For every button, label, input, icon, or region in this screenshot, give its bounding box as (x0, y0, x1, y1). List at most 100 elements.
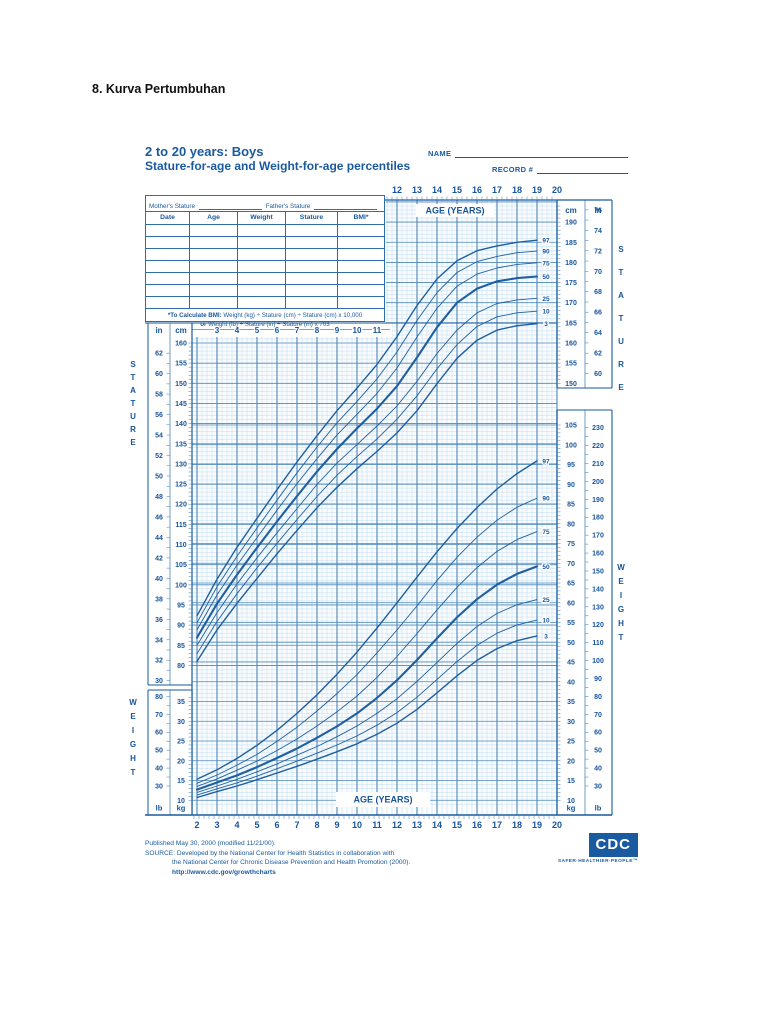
table-empty-cell (146, 261, 189, 272)
svg-text:180: 180 (565, 260, 577, 267)
svg-text:3: 3 (214, 820, 219, 830)
svg-text:25: 25 (567, 739, 575, 746)
table-header-cell: Date (146, 212, 189, 224)
source-line1: SOURCE: Developed by the National Center… (145, 849, 395, 857)
table-empty-cell (338, 273, 384, 284)
svg-text:48: 48 (155, 494, 163, 501)
svg-text:80: 80 (594, 694, 602, 701)
svg-text:H: H (130, 754, 136, 763)
measurement-grid: Date Age Weight Stature BMI* (146, 211, 384, 308)
table-empty-cell (338, 297, 384, 308)
table-empty-cell (146, 225, 189, 236)
source-line2: the National Center for Chronic Disease … (172, 859, 411, 867)
svg-text:180: 180 (592, 515, 604, 522)
svg-text:62: 62 (594, 351, 602, 358)
svg-text:10: 10 (542, 309, 550, 316)
table-empty-cell (338, 237, 384, 248)
table-empty-cell (190, 237, 237, 248)
svg-text:18: 18 (512, 820, 522, 830)
cdc-url: http://www.cdc.gov/growthcharts (172, 868, 276, 876)
svg-text:100: 100 (565, 442, 577, 449)
svg-text:50: 50 (542, 274, 550, 281)
svg-text:35: 35 (567, 699, 575, 706)
svg-text:E: E (130, 712, 136, 721)
svg-text:S: S (618, 245, 624, 254)
svg-text:R: R (618, 360, 624, 369)
svg-text:70: 70 (567, 561, 575, 568)
name-blank-line (455, 148, 628, 158)
svg-text:in: in (594, 206, 601, 215)
svg-text:11: 11 (372, 820, 382, 830)
svg-text:40: 40 (567, 679, 575, 686)
svg-text:97: 97 (542, 238, 550, 245)
table-empty-cell (338, 225, 384, 236)
svg-text:I: I (132, 726, 134, 735)
svg-text:5: 5 (255, 326, 260, 335)
percentile-curve-10 (196, 619, 538, 796)
table-empty-cell (238, 261, 285, 272)
percentile-curve-10 (196, 310, 538, 655)
parents-stature-row: Mother's Stature Father's Stature (146, 196, 384, 211)
table-empty-cell (286, 237, 337, 248)
svg-text:20: 20 (552, 185, 562, 195)
svg-text:170: 170 (565, 300, 577, 307)
svg-text:44: 44 (155, 535, 163, 542)
name-label: NAME (428, 149, 452, 158)
cdc-tagline: SAFER·HEALTHIER·PEOPLE™ (557, 859, 638, 864)
chart-footer: Published May 30, 2000 (modified 11/21/0… (145, 839, 410, 877)
svg-text:W: W (617, 563, 625, 572)
table-empty-cell (238, 225, 285, 236)
svg-text:120: 120 (592, 622, 604, 629)
svg-text:140: 140 (175, 421, 187, 428)
svg-text:46: 46 (155, 514, 163, 521)
percentile-curve-75 (196, 262, 538, 631)
svg-text:135: 135 (175, 441, 187, 448)
table-empty-cell (286, 297, 337, 308)
svg-text:30: 30 (177, 719, 185, 726)
bottom-age-axis: AGE (YEARS) 2 3 4 5 6 7 8 9 10 11 12 13 14 15 16 17 18 19 2… (145, 792, 612, 830)
table-empty-cell (146, 297, 189, 308)
svg-text:97: 97 (542, 458, 550, 465)
svg-text:140: 140 (592, 586, 604, 593)
svg-text:AGE (YEARS): AGE (YEARS) (425, 206, 484, 216)
svg-text:150: 150 (565, 381, 577, 388)
svg-text:30: 30 (155, 783, 163, 790)
table-header-cell: BMI* (338, 212, 384, 224)
svg-text:8: 8 (315, 326, 320, 335)
svg-text:4: 4 (234, 820, 239, 830)
svg-text:8: 8 (314, 820, 319, 830)
svg-text:80: 80 (567, 521, 575, 528)
cdc-logo-icon: CDC (588, 833, 638, 857)
svg-text:E: E (130, 438, 136, 447)
svg-text:20: 20 (552, 820, 562, 830)
svg-text:AGE (YEARS): AGE (YEARS) (353, 795, 412, 805)
bmi-note: *To Calculate BMI: Weight (kg) ÷ Stature… (146, 308, 384, 332)
svg-text:110: 110 (175, 542, 186, 549)
svg-text:165: 165 (565, 320, 577, 327)
table-empty-cell (146, 285, 189, 296)
top-age-axis: 12 13 14 15 16 17 18 19 20 AGE (YEARS) (385, 185, 612, 217)
svg-text:50: 50 (542, 564, 550, 571)
svg-text:A: A (130, 386, 136, 395)
svg-text:34: 34 (155, 637, 163, 644)
table-empty-cell (190, 261, 237, 272)
svg-text:10: 10 (542, 618, 550, 625)
svg-text:90: 90 (594, 676, 602, 683)
svg-text:E: E (618, 383, 624, 392)
table-empty-cell (146, 237, 189, 248)
svg-text:230: 230 (592, 425, 604, 432)
svg-text:6: 6 (275, 326, 280, 335)
svg-text:58: 58 (155, 392, 163, 399)
right-stature-scale: cm in 190 185 180 175 170 165 160 155 150 76 74 72 70 6… (556, 200, 613, 389)
svg-text:19: 19 (532, 185, 542, 195)
svg-text:3: 3 (544, 633, 548, 640)
table-empty-cell (238, 273, 285, 284)
svg-text:5: 5 (254, 820, 259, 830)
svg-text:18: 18 (512, 185, 522, 195)
bmi-note-rest2: Weight (lb) ÷ Stature (in) ÷ Stature (in… (206, 321, 330, 329)
record-label: RECORD # (492, 165, 534, 174)
svg-text:T: T (131, 399, 136, 408)
bmi-note-rest: Weight (kg) ÷ Stature (cm) ÷ Stature (cm… (221, 311, 363, 319)
svg-text:T: T (131, 768, 136, 777)
